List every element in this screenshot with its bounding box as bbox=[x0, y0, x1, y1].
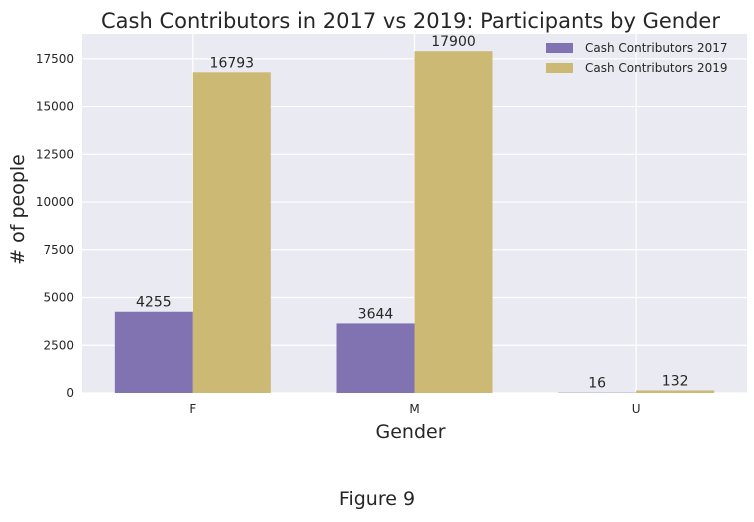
legend: Cash Contributors 2017 Cash Contributors … bbox=[546, 41, 728, 75]
bar bbox=[414, 51, 493, 394]
x-tick-label: F bbox=[189, 402, 196, 416]
y-tick-label: 10000 bbox=[36, 195, 74, 209]
chart: 4255 3644 16 16793 17900 132 0 2500 5000 7500 100… bbox=[7, 9, 747, 443]
chart-title: Cash Contributors in 2017 vs 2019: Parti… bbox=[101, 9, 720, 33]
legend-swatch bbox=[546, 43, 573, 53]
data-label: 132 bbox=[662, 373, 689, 389]
x-tick-label: U bbox=[632, 402, 641, 416]
legend-label: Cash Contributors 2017 bbox=[585, 41, 728, 55]
y-tick-label: 12500 bbox=[36, 147, 74, 161]
data-label: 3644 bbox=[358, 306, 394, 322]
bar bbox=[114, 311, 193, 393]
y-axis-label: # of people bbox=[7, 154, 29, 265]
bar bbox=[192, 72, 271, 393]
y-axis-ticks: 0 2500 5000 7500 10000 12500 15000 17500 bbox=[36, 52, 74, 400]
y-tick-label: 5000 bbox=[43, 291, 74, 305]
data-label: 4255 bbox=[136, 295, 172, 311]
x-axis-label: Gender bbox=[375, 421, 445, 443]
bars bbox=[114, 51, 715, 394]
bar bbox=[636, 390, 715, 393]
y-tick-label: 7500 bbox=[43, 243, 74, 257]
data-label: 17900 bbox=[431, 34, 476, 50]
y-tick-label: 15000 bbox=[36, 100, 74, 114]
y-tick-label: 2500 bbox=[43, 338, 74, 352]
data-labels: 4255 3644 16 16793 17900 132 bbox=[136, 34, 689, 392]
data-label: 16793 bbox=[210, 55, 255, 71]
legend-swatch bbox=[546, 63, 573, 73]
legend-label: Cash Contributors 2019 bbox=[585, 61, 728, 75]
y-tick-label: 0 bbox=[66, 386, 74, 400]
y-tick-label: 17500 bbox=[36, 52, 74, 66]
bar bbox=[336, 323, 415, 393]
figure-caption: Figure 9 bbox=[338, 488, 416, 510]
data-label: 16 bbox=[588, 376, 606, 392]
x-tick-label: M bbox=[409, 402, 419, 416]
